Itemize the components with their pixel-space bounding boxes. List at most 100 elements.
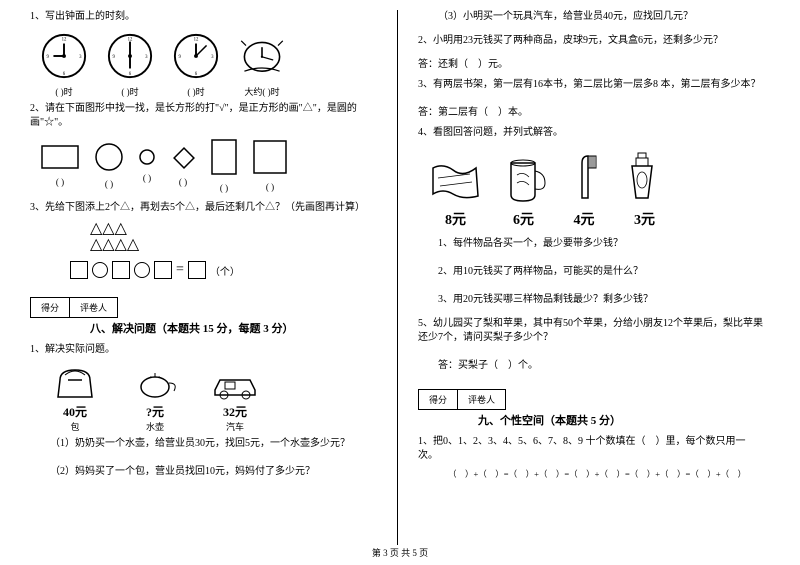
item-name: 水壶 <box>130 420 180 433</box>
product-price: 6元 <box>501 209 546 229</box>
section-8-title: 八、解决问题（本题共 15 分，每题 3 分） <box>90 322 377 337</box>
item-price: 40元 <box>50 403 100 420</box>
clock-label: ( )时 <box>40 85 88 98</box>
item-name: 汽车 <box>210 420 260 433</box>
q2-title: 2、请在下面图形中找一找，是长方形的打"√"，是正方形的画"△"，是圆的画"☆"… <box>30 102 377 130</box>
clock-face-icon: 12369 <box>40 32 88 80</box>
final-eq: （ ）+（ ）=（ ）+（ ）=（ ）+（ ）=（ ）+（ ）=（ ）+（ ） <box>448 469 765 481</box>
shapes-row: ( ) ( ) ( ) ( ) ( ) ( ) <box>40 138 377 193</box>
rq2-title: 2、小明用23元钱买了两种商品，皮球9元，文具盒6元，还剩多少元？ <box>418 34 765 48</box>
alarm-clock-icon <box>238 32 286 80</box>
worksheet-page: 1、写出钟面上的时刻。 12369 ( )时 12369 <box>0 0 800 545</box>
sub3: （3）小明买一个玩具汽车，给营业员40元，应找回几元？ <box>438 10 765 24</box>
diamond-icon <box>170 144 196 170</box>
final-title: 1、把0、1、2、3、4、5、6、7、8、9 十个数填在（ ）里，每个数只用一次… <box>418 435 765 463</box>
bag-icon <box>50 365 100 400</box>
triangles-diagram: △△△ △△△△ <box>90 221 377 253</box>
paren: ( ) <box>170 177 196 187</box>
svg-text:12: 12 <box>128 38 133 43</box>
shape-rect: ( ) <box>40 144 80 187</box>
rq4-title: 4、看图回答问题，并列式解答。 <box>418 126 765 140</box>
box-icon <box>112 261 130 279</box>
tri-row2: △△△△ <box>90 237 377 253</box>
item-bag: 40元 包 <box>50 365 100 433</box>
circle-icon <box>134 262 150 278</box>
score-label: 得分 <box>419 390 458 409</box>
box-icon <box>188 261 206 279</box>
toothpaste-icon <box>622 148 667 203</box>
paren: ( ) <box>210 183 238 193</box>
clock-1: 12369 ( )时 <box>40 32 88 98</box>
product-price: 4元 <box>564 209 604 229</box>
paren: ( ) <box>252 182 288 192</box>
shape-circle1: ( ) <box>94 142 124 189</box>
shape-diamond: ( ) <box>170 144 196 187</box>
grader-label: 评卷人 <box>458 390 505 409</box>
svg-text:9: 9 <box>178 55 181 60</box>
paren: ( ) <box>94 179 124 189</box>
item-price: ?元 <box>130 403 180 420</box>
clocks-row: 12369 ( )时 12369 ( )时 <box>40 32 377 98</box>
shape-square: ( ) <box>252 139 288 192</box>
clock-2: 12369 ( )时 <box>106 32 154 98</box>
q1-title: 1、写出钟面上的时刻。 <box>30 10 377 24</box>
product-cup: 6元 <box>501 153 546 229</box>
left-column: 1、写出钟面上的时刻。 12369 ( )时 12369 <box>30 10 398 545</box>
toothbrush-icon <box>564 148 604 203</box>
clock-4: 大约( )时 <box>238 32 286 98</box>
clock-face-icon: 12369 <box>106 32 154 80</box>
svg-text:3: 3 <box>145 55 148 60</box>
shape-rect2: ( ) <box>210 138 238 193</box>
section-9-title: 九、个性空间（本题共 5 分） <box>478 414 765 429</box>
rq5-answer: 答：买梨子（ ）个。 <box>438 359 765 373</box>
word1-sub2: （2）妈妈买了一个包，营业员找回10元，妈妈付了多少元？ <box>50 465 377 479</box>
rectangle-icon <box>40 144 80 170</box>
rectangle-icon <box>210 138 238 176</box>
right-column: （3）小明买一个玩具汽车，给营业员40元，应找回几元？ 2、小明用23元钱买了两… <box>398 10 780 545</box>
paren: ( ) <box>40 177 80 187</box>
products-row: 8元 6元 4元 3元 <box>428 148 765 229</box>
unit: （个） <box>210 263 240 278</box>
score-box: 得分 评卷人 <box>30 297 118 318</box>
clock-label: 大约( )时 <box>238 85 286 98</box>
svg-text:9: 9 <box>46 55 49 60</box>
rq4-sub2: 2、用10元钱买了两样物品，可能买的是什么？ <box>438 265 765 279</box>
cup-icon <box>501 153 546 203</box>
item-price: 32元 <box>210 403 260 420</box>
square-icon <box>252 139 288 175</box>
svg-text:3: 3 <box>211 55 214 60</box>
rq5-title: 5、幼儿园买了梨和苹果，其中有50个苹果，分给小朋友12个苹果后，梨比苹果还少7… <box>418 317 765 345</box>
rq3-answer: 答：第二层有（ ）本。 <box>418 106 765 120</box>
clock-label: ( )时 <box>172 85 220 98</box>
clock-face-icon: 12369 <box>172 32 220 80</box>
box-icon <box>70 261 88 279</box>
clock-3: 12369 ( )时 <box>172 32 220 98</box>
word1-sub1: （1）奶奶买一个水壶，给营业员30元，找回5元，一个水壶多少元？ <box>50 437 377 451</box>
shape-circle2: ( ) <box>138 148 156 183</box>
items-row: 40元 包 ?元 水壶 32元 汽车 <box>50 365 377 433</box>
rq4-sub3: 3、用20元钱买哪三样物品剩钱最少？剩多少钱？ <box>438 293 765 307</box>
kettle-icon <box>130 365 180 400</box>
rq3-title: 3、有两层书架，第一层有16本书，第二层比第一层多8 本，第二层有多少本？ <box>418 78 765 92</box>
circle-icon <box>138 148 156 166</box>
product-price: 3元 <box>622 209 667 229</box>
equation: = （个） <box>70 261 377 279</box>
rq4-sub1: 1、每件物品各买一个，最少要带多少钱？ <box>438 237 765 251</box>
clock-label: ( )时 <box>106 85 154 98</box>
item-car: 32元 汽车 <box>210 365 260 433</box>
product-toothpaste: 3元 <box>622 148 667 229</box>
product-towel: 8元 <box>428 158 483 229</box>
equals: = <box>176 262 184 278</box>
tri-row1: △△△ <box>90 221 377 237</box>
car-icon <box>210 365 260 400</box>
word1-title: 1、解决实际问题。 <box>30 343 377 357</box>
page-footer: 第 3 页 共 5 页 <box>0 546 800 559</box>
circle-icon <box>94 142 124 172</box>
score-box: 得分 评卷人 <box>418 389 506 410</box>
towel-icon <box>428 158 483 203</box>
rq2-answer: 答：还剩（ ）元。 <box>418 58 765 72</box>
paren: ( ) <box>138 173 156 183</box>
q3-title: 3、先给下图添上2个△，再划去5个△，最后还剩几个△？（先画图再计算） <box>30 201 377 215</box>
item-kettle: ?元 水壶 <box>130 365 180 433</box>
svg-text:3: 3 <box>79 55 82 60</box>
